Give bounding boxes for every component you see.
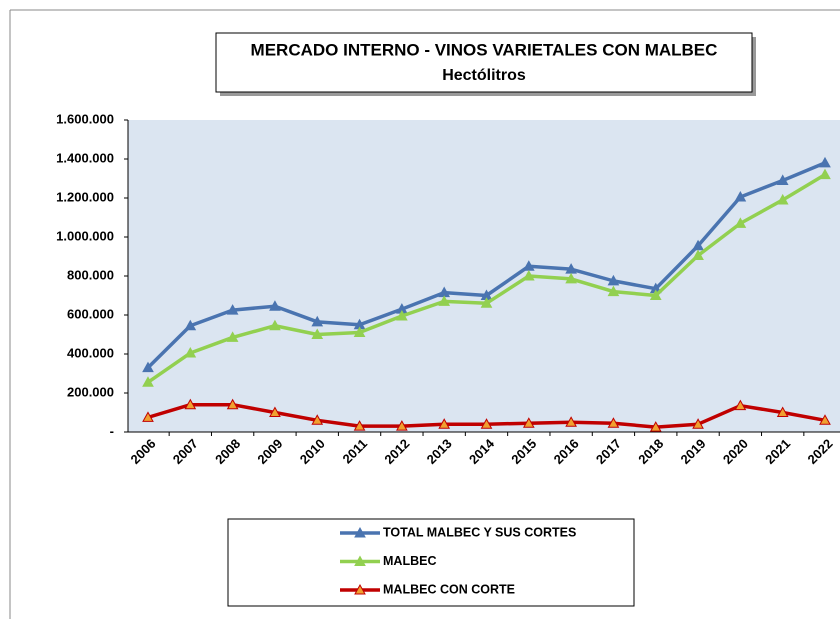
point-marker — [734, 399, 747, 411]
y-tick-label: 200.000 — [67, 384, 114, 399]
x-tick-label: 2021 — [762, 436, 793, 467]
y-tick-label: 1.200.000 — [56, 189, 114, 204]
point-marker — [565, 416, 577, 427]
point-marker — [269, 319, 281, 331]
point-marker — [184, 319, 197, 331]
x-tick-label: 2009 — [254, 436, 285, 467]
point-marker — [396, 309, 408, 321]
point-marker — [353, 326, 366, 338]
point-marker — [226, 398, 239, 410]
x-tick-label: 2007 — [170, 436, 201, 467]
x-tick-label: 2018 — [635, 436, 666, 467]
point-marker — [776, 406, 789, 417]
x-tick-label: 2015 — [508, 436, 539, 467]
x-tick-label: 2022 — [804, 436, 835, 467]
x-tick-label: 2017 — [593, 436, 624, 467]
legend-label: TOTAL MALBEC Y SUS CORTES — [383, 525, 576, 539]
x-tick-label: 2013 — [424, 436, 455, 467]
x-tick-label: 2012 — [381, 436, 412, 467]
x-tick-label: 2008 — [212, 436, 243, 467]
chart-title: MERCADO INTERNO - VINOS VARIETALES CON M… — [251, 40, 718, 59]
x-tick-label: 2011 — [340, 436, 371, 467]
point-marker — [819, 156, 831, 168]
x-tick-label: 2014 — [466, 435, 498, 467]
x-tick-label: 2019 — [678, 436, 709, 467]
point-marker — [226, 331, 239, 342]
point-marker — [142, 411, 154, 422]
point-marker — [226, 304, 239, 315]
point-marker — [819, 168, 831, 180]
point-marker — [311, 328, 324, 339]
point-marker — [692, 418, 704, 429]
y-tick-label: 1.600.000 — [56, 111, 114, 126]
legend-marker — [354, 583, 366, 595]
y-tick-label: 1.000.000 — [56, 228, 114, 243]
x-tick-label: 2010 — [297, 436, 328, 467]
x-tick-label: 2006 — [127, 436, 158, 467]
point-marker — [776, 193, 789, 205]
y-tick-label: 800.000 — [67, 267, 114, 282]
point-marker — [269, 406, 281, 417]
point-marker — [692, 249, 704, 261]
x-tick-label: 2020 — [720, 436, 751, 467]
point-marker — [142, 376, 154, 387]
point-marker — [734, 217, 747, 228]
point-marker — [565, 272, 577, 284]
point-marker — [396, 420, 408, 431]
point-marker — [269, 300, 281, 311]
legend-marker — [354, 526, 366, 538]
point-marker — [438, 295, 451, 306]
point-marker — [480, 418, 493, 429]
point-marker — [607, 274, 620, 286]
point-marker — [649, 289, 662, 300]
y-tick-label: 600.000 — [67, 306, 114, 321]
point-marker — [649, 421, 662, 432]
chart-subtitle: Hectólitros — [442, 67, 526, 84]
point-marker — [819, 414, 831, 425]
point-marker — [776, 174, 789, 185]
legend-label: MALBEC — [383, 554, 436, 568]
point-marker — [734, 190, 747, 202]
y-tick-label: 1.400.000 — [56, 150, 114, 165]
legend-box — [227, 518, 635, 607]
point-marker — [184, 346, 197, 358]
legend-label: MALBEC CON CORTE — [383, 582, 515, 596]
point-marker — [607, 417, 620, 428]
point-marker — [607, 285, 620, 297]
plot-area — [128, 120, 840, 432]
point-marker — [311, 414, 324, 425]
point-marker — [184, 398, 197, 410]
point-marker — [522, 269, 535, 281]
point-marker — [480, 297, 493, 308]
legend-marker — [354, 555, 366, 566]
point-marker — [522, 417, 535, 428]
point-marker — [142, 361, 154, 373]
title-box — [215, 32, 753, 93]
point-marker — [353, 420, 366, 431]
point-marker — [438, 418, 451, 429]
x-tick-label: 2016 — [551, 436, 582, 467]
point-marker — [311, 315, 324, 327]
y-tick-label: - — [110, 423, 114, 438]
y-tick-label: 400.000 — [67, 345, 114, 360]
